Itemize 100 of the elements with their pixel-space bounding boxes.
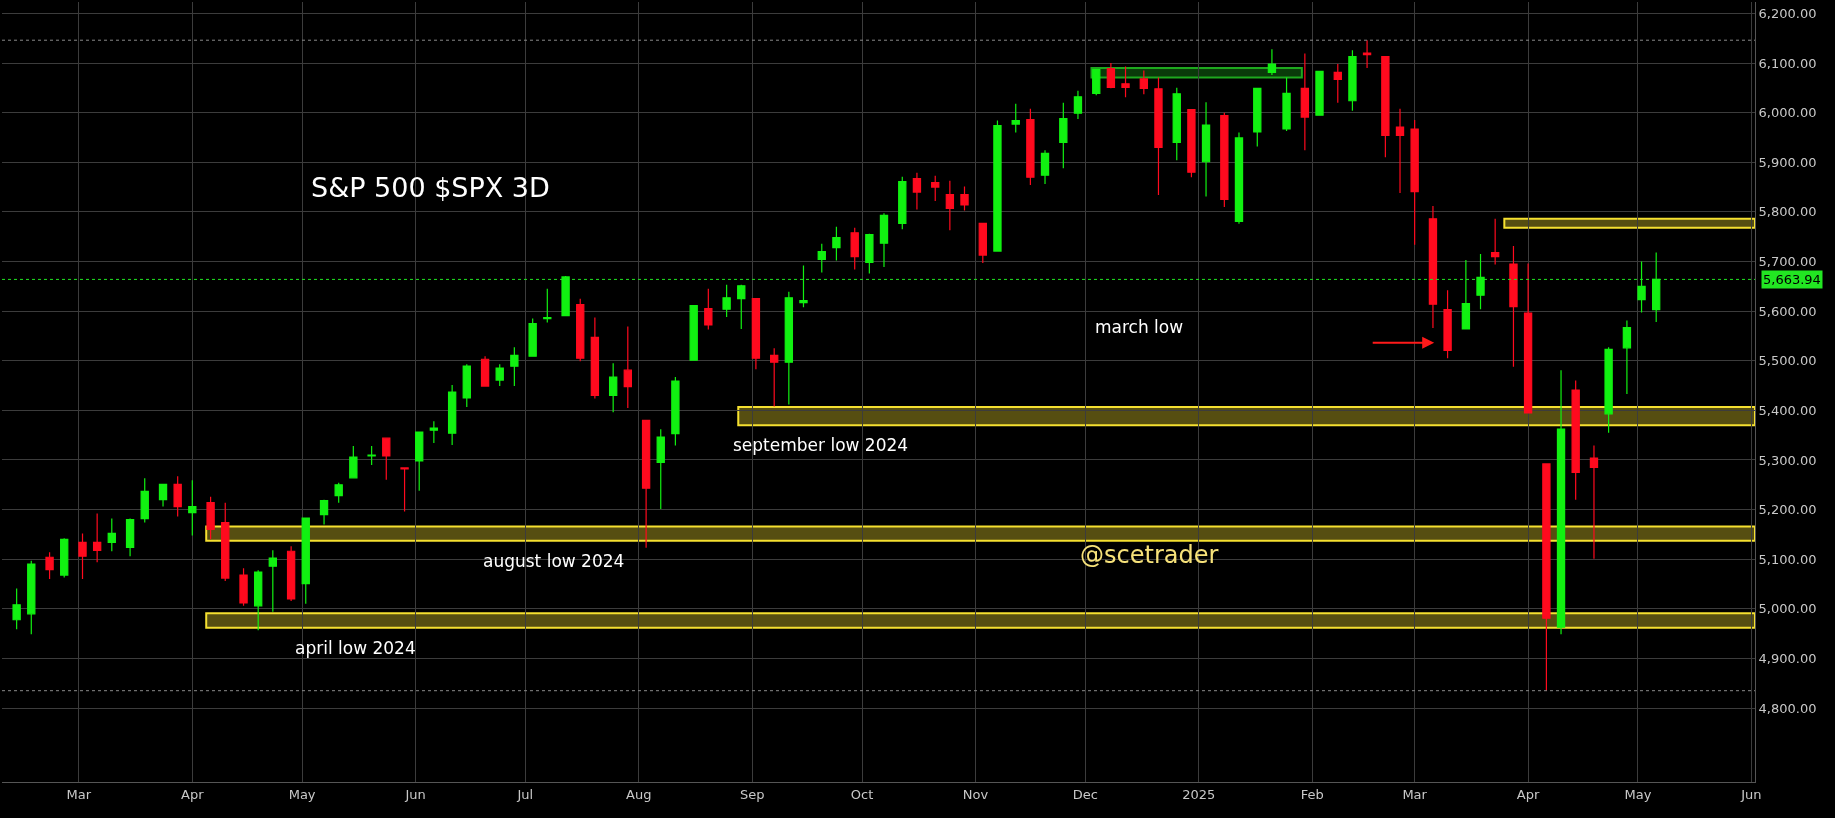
candlestick	[993, 119, 1002, 252]
candlestick	[1333, 63, 1342, 104]
candlestick	[1282, 76, 1291, 132]
candlestick	[978, 222, 987, 264]
y-tick-label: 5,200.00	[1758, 502, 1817, 518]
x-tick-label: Nov	[962, 786, 989, 802]
candlestick	[671, 376, 680, 447]
candlestick	[301, 517, 310, 605]
candlestick	[1253, 87, 1262, 147]
candlestick	[125, 517, 135, 557]
x-tick-label: Mar	[66, 786, 92, 802]
candlestick	[45, 551, 54, 580]
candlestick	[1220, 112, 1229, 208]
candlestick	[1542, 463, 1551, 692]
candlestick	[1172, 87, 1181, 161]
candlestick	[447, 384, 457, 446]
candlestick	[1315, 70, 1324, 117]
candlestick	[1154, 76, 1163, 196]
x-tick-label: Apr	[181, 786, 205, 802]
candlestick	[1461, 259, 1471, 330]
candlestick	[576, 298, 585, 362]
candlestick	[1139, 69, 1149, 95]
candlestick	[27, 560, 36, 635]
candlestick	[415, 431, 424, 492]
candlestick	[528, 317, 537, 357]
candlestick	[349, 445, 358, 479]
x-tick-label: Sep	[739, 786, 765, 802]
candlestick	[704, 288, 713, 331]
candlestick	[1300, 53, 1310, 151]
candlestick	[1410, 119, 1419, 246]
y-tick-label: 5,600.00	[1758, 303, 1817, 319]
candlestick	[1589, 444, 1599, 560]
candlestick	[367, 445, 376, 466]
candlestick	[1106, 62, 1116, 89]
candlestick	[561, 275, 570, 317]
candlestick	[543, 288, 552, 324]
candlestick	[1556, 369, 1566, 635]
candlestick	[1121, 65, 1130, 98]
x-tick-label: Dec	[1072, 786, 1098, 802]
band-label: september low 2024	[733, 435, 909, 455]
candlestick	[898, 176, 907, 230]
candlestick	[1428, 205, 1438, 329]
candlestick	[1476, 253, 1485, 310]
candlestick	[912, 172, 922, 210]
candlestick	[480, 355, 490, 387]
candlestick	[1490, 218, 1500, 266]
candlestick	[429, 420, 439, 444]
x-tick-label: Aug	[626, 786, 652, 802]
candlestick	[239, 567, 248, 607]
x-tick-label: May	[288, 786, 316, 802]
y-tick-label: 5,700.00	[1758, 254, 1817, 270]
candlestick	[1073, 90, 1083, 120]
annotation: @scetrader	[1080, 541, 1219, 569]
candlestick	[1348, 49, 1357, 112]
candlestick	[1011, 103, 1020, 134]
candlestick	[817, 243, 826, 274]
candlestick	[879, 212, 889, 268]
candlestick	[1604, 346, 1613, 434]
candlestick	[1234, 131, 1244, 225]
candlestick	[832, 226, 841, 262]
candlestick	[60, 537, 69, 579]
candlestick	[92, 512, 102, 563]
y-tick-label: 5,800.00	[1758, 204, 1817, 220]
candlestick	[931, 175, 940, 202]
candlestick	[140, 477, 149, 524]
x-tick-label: Jun	[1740, 786, 1762, 802]
candlestick	[253, 569, 263, 631]
candlestick	[319, 499, 329, 526]
candlestick	[382, 437, 391, 481]
candlestick	[784, 291, 794, 405]
candlestick	[286, 545, 296, 602]
y-tick-label: 5,400.00	[1758, 402, 1817, 418]
candlestick	[1622, 319, 1632, 395]
candlestick	[737, 284, 746, 330]
candlestick	[722, 284, 731, 318]
y-tick-label: 5,900.00	[1758, 154, 1817, 170]
candlestick	[1187, 109, 1196, 178]
candlestick	[1362, 39, 1372, 69]
candlestick	[1059, 102, 1068, 169]
y-tick-label: 5,300.00	[1758, 452, 1817, 468]
candlestick	[623, 325, 632, 409]
band-label: august low 2024	[483, 551, 625, 571]
text: S&P 500 $SPX 3D	[311, 172, 550, 203]
x-tick-label: Apr	[1516, 786, 1540, 802]
candlestick	[173, 475, 182, 518]
y-tick-label: 5,100.00	[1758, 551, 1817, 567]
candlestick	[641, 419, 651, 549]
candlestick	[960, 185, 969, 211]
candlestick	[770, 347, 779, 407]
y-tick-label: 6,000.00	[1758, 105, 1817, 121]
y-tick-label: 4,900.00	[1758, 651, 1817, 666]
candlestick	[656, 428, 665, 510]
x-tick-label: Mar	[1402, 786, 1428, 802]
candlestick	[206, 496, 215, 540]
candlestick	[268, 549, 277, 613]
candlestick	[799, 264, 808, 308]
candlestick	[400, 467, 409, 513]
candlestick	[1443, 289, 1452, 359]
x-tick-label: Jun	[404, 786, 426, 802]
candlestick	[1571, 379, 1580, 501]
